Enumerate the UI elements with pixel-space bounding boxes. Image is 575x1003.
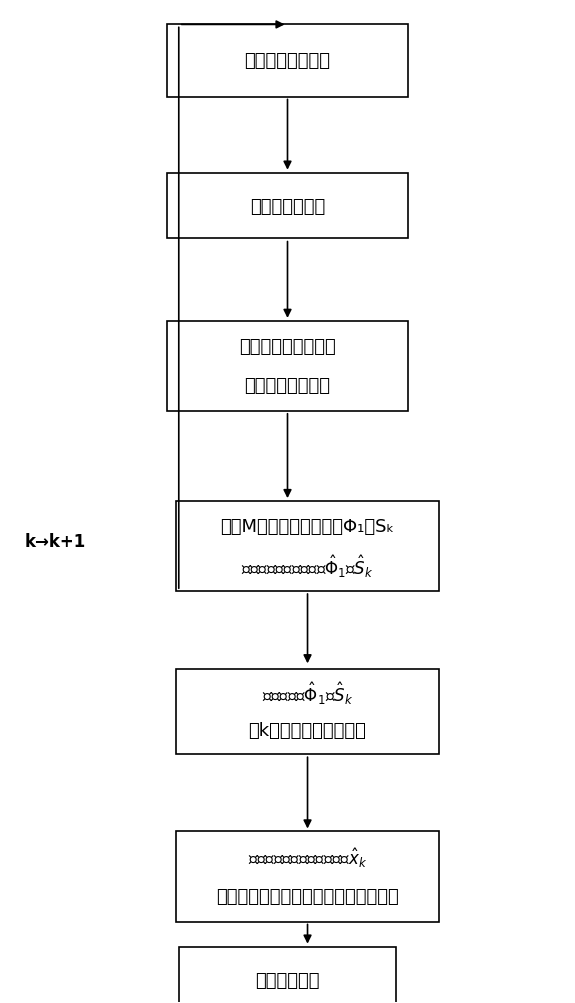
Text: 采用M组历史状态数据对Φ₁和Sₖ: 采用M组历史状态数据对Φ₁和Sₖ bbox=[220, 518, 394, 536]
FancyBboxPatch shape bbox=[176, 831, 439, 922]
FancyBboxPatch shape bbox=[167, 321, 408, 411]
FancyBboxPatch shape bbox=[176, 502, 439, 592]
Text: 读取电网信息数据: 读取电网信息数据 bbox=[244, 52, 331, 70]
Text: 根据估计值$\hat{\Phi}_1$和$\hat{S}_k$: 根据估计值$\hat{\Phi}_1$和$\hat{S}_k$ bbox=[262, 680, 353, 706]
Text: 根据新能源系统状态: 根据新能源系统状态 bbox=[239, 338, 336, 356]
Text: 的时空相关性建模: 的时空相关性建模 bbox=[244, 377, 331, 395]
Text: 对k时刻进行的状态预测: 对k时刻进行的状态预测 bbox=[248, 721, 366, 739]
Text: k→k+1: k→k+1 bbox=[24, 533, 86, 551]
Text: 系统量测和配置: 系统量测和配置 bbox=[250, 198, 325, 216]
Text: 采用扩展卡尔曼滤波对状态$\hat{x}_k$: 采用扩展卡尔曼滤波对状态$\hat{x}_k$ bbox=[248, 846, 367, 869]
Text: 递归进行更新，完成预测辅助状态估计: 递归进行更新，完成预测辅助状态估计 bbox=[216, 888, 399, 905]
Text: 进行估计，得出估计值$\hat{\Phi}_1$和$\hat{S}_k$: 进行估计，得出估计值$\hat{\Phi}_1$和$\hat{S}_k$ bbox=[241, 553, 374, 580]
FancyBboxPatch shape bbox=[167, 174, 408, 239]
FancyBboxPatch shape bbox=[176, 669, 439, 754]
FancyBboxPatch shape bbox=[179, 947, 396, 1003]
Text: 电网控制中心: 电网控制中心 bbox=[255, 971, 320, 989]
FancyBboxPatch shape bbox=[167, 25, 408, 97]
